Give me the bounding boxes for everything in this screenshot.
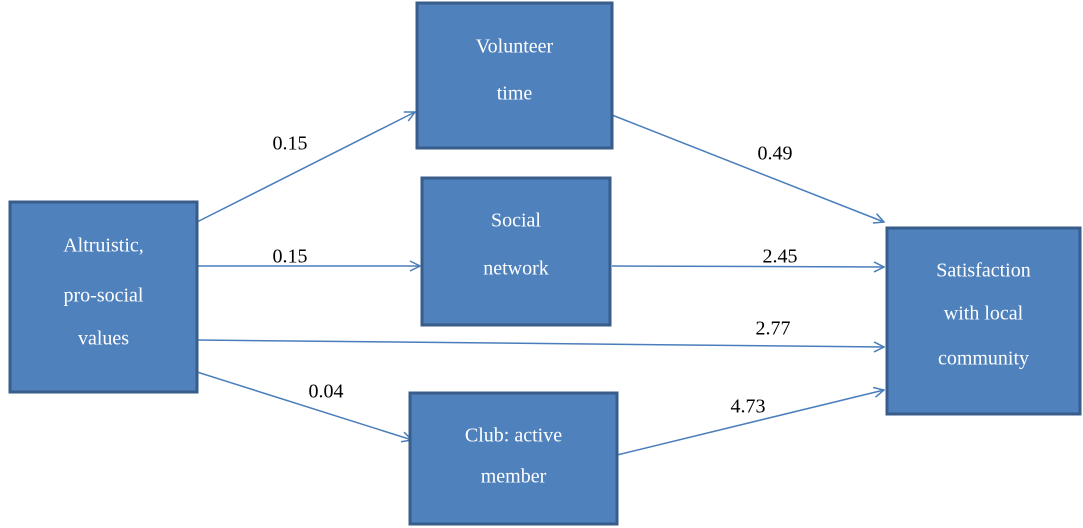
edge-label: 0.15 [273,133,308,155]
edge-label: 0.04 [309,381,344,403]
edge [196,339,884,347]
node-box [885,226,1082,416]
edge-label: 0.49 [758,143,793,165]
edge-label: 4.73 [731,396,766,418]
edge [611,114,884,222]
edge [616,390,884,456]
edge [611,266,884,267]
node-label: Altruistic, [63,235,144,257]
edge [196,112,415,223]
node-label: Club: active [465,425,562,447]
node-box [408,391,619,526]
node-label: with local [944,303,1024,325]
node-label: time [497,83,533,105]
node-label: Volunteer [476,36,554,58]
edge-label: 0.15 [273,246,308,268]
node-box [415,1,614,150]
node-label: community [938,348,1029,370]
node-label: Satisfaction [936,260,1030,282]
node-label: Social [491,210,541,232]
edge-label: 2.45 [763,246,798,268]
edge [196,371,412,440]
node-label: member [481,466,547,488]
edge-label: 2.77 [756,318,791,340]
node-box [420,176,612,327]
node-label: pro-social [64,285,144,307]
node-label: values [78,328,129,350]
node-label: network [483,258,549,280]
node-box [8,200,199,394]
